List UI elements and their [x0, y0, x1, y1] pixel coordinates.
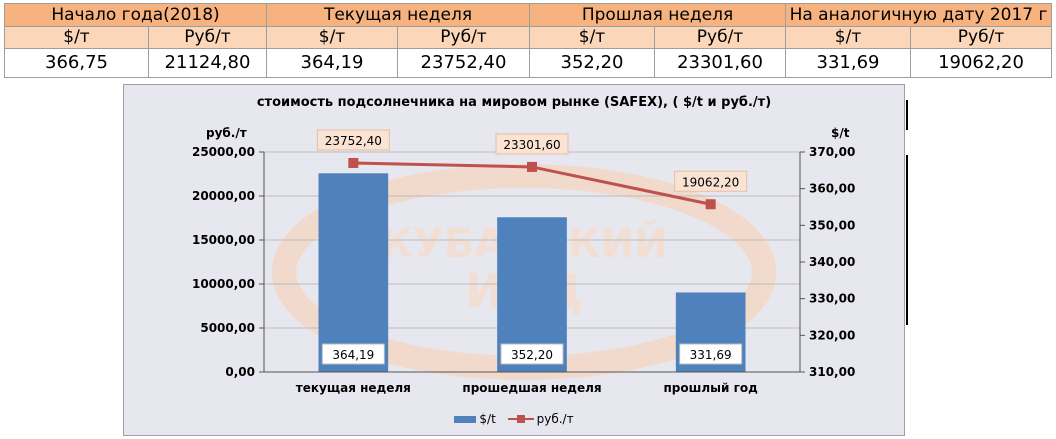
x-tick-label: текущая неделя	[296, 381, 411, 395]
line-data-label: 19062,20	[682, 175, 739, 189]
bar-label-box	[500, 343, 564, 365]
bar-data-label: 331,69	[690, 348, 732, 362]
line-label-box	[495, 133, 569, 155]
legend-item-bar: $/t	[454, 411, 496, 426]
value-cell: 331,69	[785, 48, 912, 78]
legend-item-line: руб./т	[507, 411, 574, 426]
y-left-axis-label: руб./т	[206, 126, 247, 140]
legend-swatch-line	[507, 414, 534, 424]
chart-legend: $/t руб./т	[124, 411, 904, 426]
line-point	[705, 199, 716, 210]
unit-cell: $/т	[266, 26, 398, 49]
y-right-tick-label: 330,00	[809, 292, 855, 306]
bar	[318, 173, 389, 372]
line-label-box	[316, 129, 390, 151]
x-tick-label: прошлый год	[664, 381, 759, 395]
y-right-tick-label: 320,00	[809, 328, 855, 342]
unit-cell: $/т	[785, 26, 912, 49]
x-tick-label: прошедшая неделя	[462, 381, 601, 395]
value-cell: 19062,20	[910, 48, 1053, 78]
value-cell: 23752,40	[397, 48, 530, 78]
line-data-label: 23752,40	[325, 134, 382, 148]
value-cell: 21124,80	[148, 48, 267, 78]
header-same-date-2017: На аналогичную дату 2017 г	[785, 3, 1053, 27]
chart-title: стоимость подсолнечника на мировом рынке…	[256, 95, 772, 110]
header-year-start: Начало года(2018)	[4, 3, 267, 27]
y-left-tick-label: 5000,00	[200, 321, 255, 335]
unit-cell: Руб/т	[397, 26, 530, 49]
side-marker	[906, 155, 908, 325]
unit-cell: $/т	[529, 26, 655, 49]
unit-cell: Руб/т	[148, 26, 267, 49]
y-left-tick-label: 20000,00	[192, 189, 255, 203]
unit-cell: Руб/т	[653, 26, 787, 49]
line-point	[527, 161, 537, 172]
value-cell: 366,75	[4, 48, 149, 78]
unit-cell: Руб/т	[910, 26, 1053, 49]
legend-swatch-bar	[454, 415, 477, 423]
bar-label-box	[321, 343, 385, 365]
value-cell: 23301,60	[653, 48, 787, 78]
legend-label: $/t	[479, 411, 496, 426]
y-right-tick-label: 350,00	[809, 218, 855, 232]
bar-data-label: 352,20	[511, 348, 553, 362]
bar-data-label: 364,19	[332, 348, 374, 362]
line-label-box	[674, 170, 748, 192]
y-left-tick-label: 25000,00	[192, 145, 255, 159]
y-right-tick-label: 340,00	[809, 255, 855, 269]
line-data-label: 23301,60	[503, 138, 560, 152]
y-left-tick-label: 15000,00	[192, 233, 255, 247]
y-left-tick-label: 10000,00	[192, 277, 255, 291]
value-cell: 352,20	[529, 48, 655, 78]
header-current-week: Текущая неделя	[266, 3, 530, 27]
summary-table: Начало года(2018) Текущая неделя Прошлая…	[4, 3, 1053, 78]
legend-label: руб./т	[536, 411, 574, 426]
y-right-tick-label: 360,00	[809, 182, 855, 196]
side-marker	[906, 100, 908, 130]
bar-series: 364,19 352,20 331,69	[318, 173, 746, 372]
y-right-tick-label: 370,00	[809, 145, 855, 159]
y-left-tick-label: 0,00	[225, 365, 255, 379]
axes: 0,00 5000,00 10000,00 15000,00 20000,00 25000…	[192, 145, 855, 395]
y-right-tick-label: 310,00	[809, 365, 855, 379]
line-series: 23752,40 23301,60 19062,20	[316, 129, 748, 210]
header-last-week: Прошлая неделя	[528, 3, 787, 27]
line-point	[348, 157, 359, 168]
value-cell: 364,19	[266, 48, 398, 78]
y-right-axis-label: $/t	[831, 126, 850, 140]
bar-label-box	[679, 343, 743, 365]
unit-cell: $/т	[4, 26, 149, 49]
